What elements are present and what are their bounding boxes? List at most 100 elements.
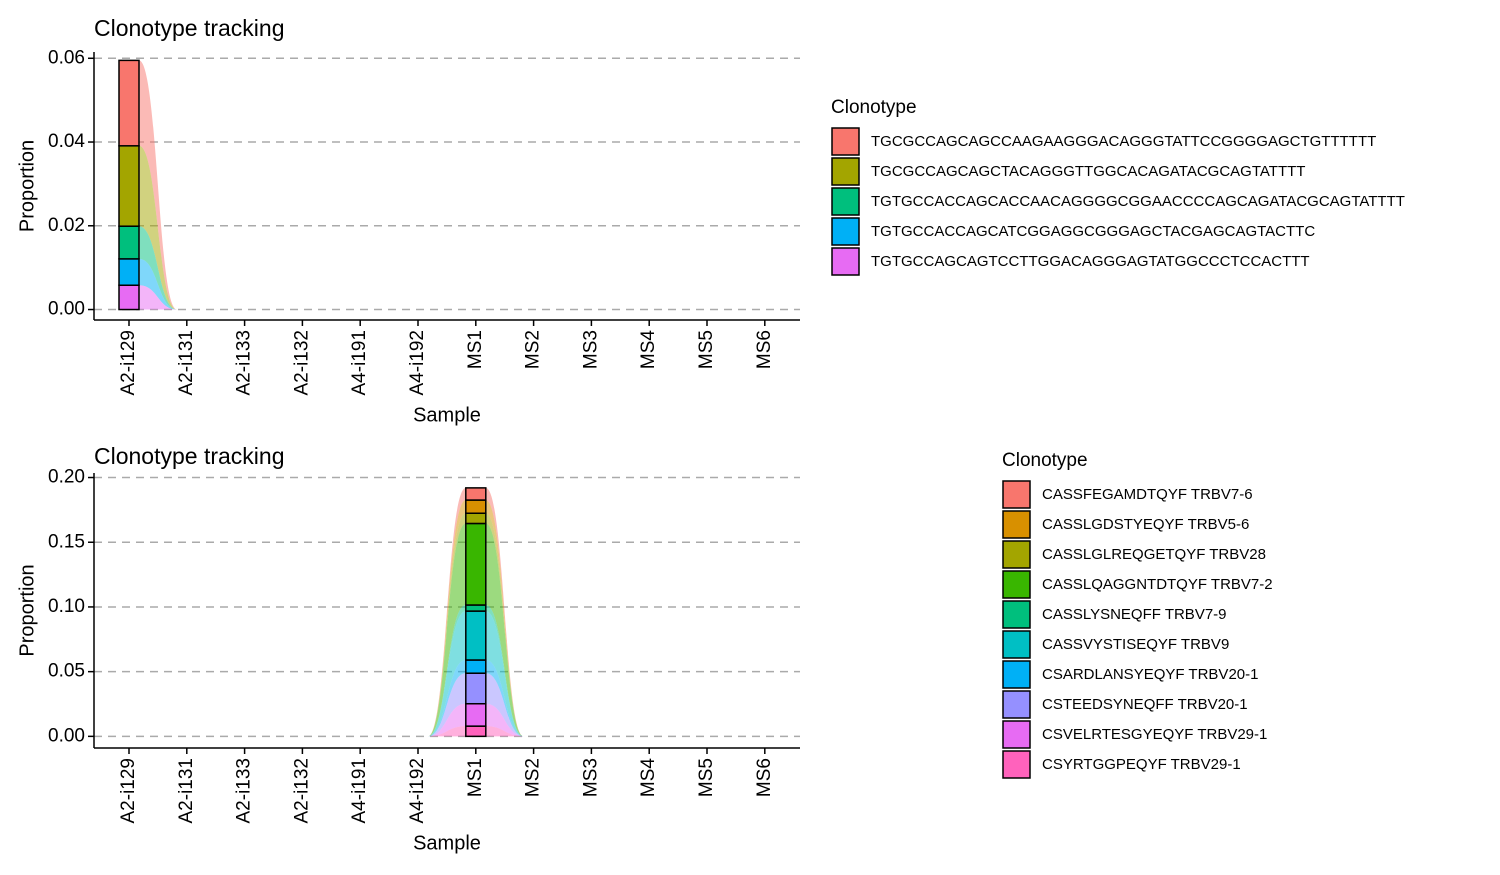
legend-label: CASSLQAGGNTDTQYF TRBV7-2	[1042, 576, 1273, 593]
legend-label: TGCGCCAGCAGCCAAGAAGGGACAGGGTATTCCGGGGAGC…	[871, 133, 1376, 150]
bar	[118, 258, 140, 286]
x-tick-label: MS6	[754, 758, 775, 797]
x-tick-label: MS2	[523, 330, 544, 369]
x-tick-label: MS1	[465, 758, 486, 797]
legend-key	[1002, 480, 1031, 509]
legend-key	[1002, 630, 1031, 659]
flow	[485, 487, 524, 737]
flow	[139, 60, 177, 310]
legend-label: CASSLYSNEQFF TRBV7-9	[1042, 606, 1227, 623]
x-tick-label: A2-i133	[234, 330, 255, 396]
legend-label: CASSLGDSTYEQYF TRBV5-6	[1042, 516, 1249, 533]
legend-label: CSVELRTESGYEQYF TRBV29-1	[1042, 726, 1267, 743]
bar	[465, 499, 487, 514]
x-tick-label: A2-i129	[118, 330, 139, 396]
flow	[139, 145, 177, 310]
bar	[118, 284, 140, 311]
flows	[139, 60, 177, 310]
flow	[139, 285, 177, 310]
bar	[465, 604, 487, 612]
x-tick-label: A2-i132	[291, 330, 312, 396]
legend: Clonotype CASSFEGAMDTQYF TRBV7-6 CASSLGDST…	[1002, 450, 1273, 779]
flow	[485, 703, 524, 737]
legend-key	[1002, 600, 1031, 629]
legend-label: TGTGCCACCAGCACCAACAGGGGCGGAACCCCAGCAGATA…	[871, 193, 1405, 210]
chart-title: Clonotype tracking	[94, 15, 285, 41]
flow	[428, 703, 466, 737]
flow	[139, 226, 177, 310]
flow	[485, 726, 524, 737]
x-tick-label: MS2	[523, 758, 544, 797]
y-tick-label: 0.15	[48, 531, 85, 552]
bar	[465, 512, 487, 525]
legend-key	[831, 187, 860, 216]
x-tick-label: A2-i132	[291, 758, 312, 824]
x-tick-label: MS4	[638, 330, 659, 370]
x-tick-label: A4-i192	[407, 758, 428, 824]
legend-label: TGCGCCAGCAGCTACAGGGTTGGCACAGATACGCAGTATT…	[871, 163, 1305, 180]
x-tick-label: MS5	[696, 758, 717, 797]
x-tick-label: MS3	[580, 758, 601, 797]
legend-key	[831, 127, 860, 156]
x-tick-label: MS1	[465, 330, 486, 369]
legend-key	[1002, 510, 1031, 539]
flow	[485, 611, 524, 737]
legend-label: TGTGCCAGCAGTCCTTGGACAGGGAGTATGGCCCTCCACT…	[871, 253, 1310, 270]
y-axis-title: Proportion	[16, 140, 38, 232]
bar	[118, 145, 140, 227]
flow	[485, 500, 524, 737]
legend-label: CASSVYSTISEQYF TRBV9	[1042, 636, 1229, 653]
legend-title: Clonotype	[831, 97, 917, 118]
chart-title: Clonotype tracking	[94, 443, 285, 469]
legend-key	[1002, 570, 1031, 599]
flow	[428, 513, 466, 737]
flow	[485, 605, 524, 737]
legend-label: CASSLGLREQGETQYF TRBV28	[1042, 546, 1266, 563]
flow	[428, 611, 466, 737]
x-axis-title: Sample	[413, 404, 481, 426]
legend-label: CSTEEDSYNEQFF TRBV20-1	[1042, 696, 1248, 713]
flows	[428, 487, 524, 737]
x-tick-label: MS6	[754, 330, 775, 369]
flow	[428, 487, 466, 737]
flow	[485, 660, 524, 737]
bar	[118, 225, 140, 260]
legend-label: CASSFEGAMDTQYF TRBV7-6	[1042, 486, 1253, 503]
y-tick-label: 0.06	[48, 47, 85, 68]
flow	[485, 673, 524, 737]
flow	[428, 523, 466, 737]
y-axis-title: Proportion	[16, 564, 38, 656]
y-tick-label: 0.00	[48, 299, 85, 320]
legend-key	[1002, 540, 1031, 569]
x-tick-label: MS5	[696, 330, 717, 369]
y-tick-label: 0.02	[48, 215, 85, 236]
legend-key	[1002, 750, 1031, 779]
panel: Clonotype tracking 0.00 0.02 0.04 0.06 A2-i12…	[16, 15, 1405, 426]
bar	[465, 672, 487, 705]
bar	[118, 59, 140, 147]
y-tick-label: 0.10	[48, 596, 85, 617]
bar	[465, 487, 487, 501]
legend-key	[1002, 720, 1031, 749]
y-tick-label: 0.00	[48, 725, 85, 746]
flow	[428, 660, 466, 737]
x-tick-label: A4-i191	[349, 330, 370, 396]
x-tick-label: A2-i131	[176, 758, 197, 824]
flow	[428, 605, 466, 737]
legend-title: Clonotype	[1002, 450, 1088, 471]
x-tick-label: A2-i131	[176, 330, 197, 396]
legend-label: CSARDLANSYEQYF TRBV20-1	[1042, 666, 1258, 683]
x-axis-title: Sample	[413, 832, 481, 854]
y-tick-label: 0.05	[48, 661, 85, 682]
flow	[485, 523, 524, 737]
legend-label: TGTGCCACCAGCATCGGAGGCGGGAGCTACGAGCAGTACT…	[871, 223, 1315, 240]
flow	[428, 726, 466, 737]
y-tick-label: 0.04	[48, 131, 85, 152]
flow	[139, 258, 177, 310]
legend-key	[831, 247, 860, 276]
y-tick-label: 0.20	[48, 467, 85, 488]
legend-key	[831, 157, 860, 186]
bar	[465, 702, 487, 727]
bar	[465, 725, 487, 738]
